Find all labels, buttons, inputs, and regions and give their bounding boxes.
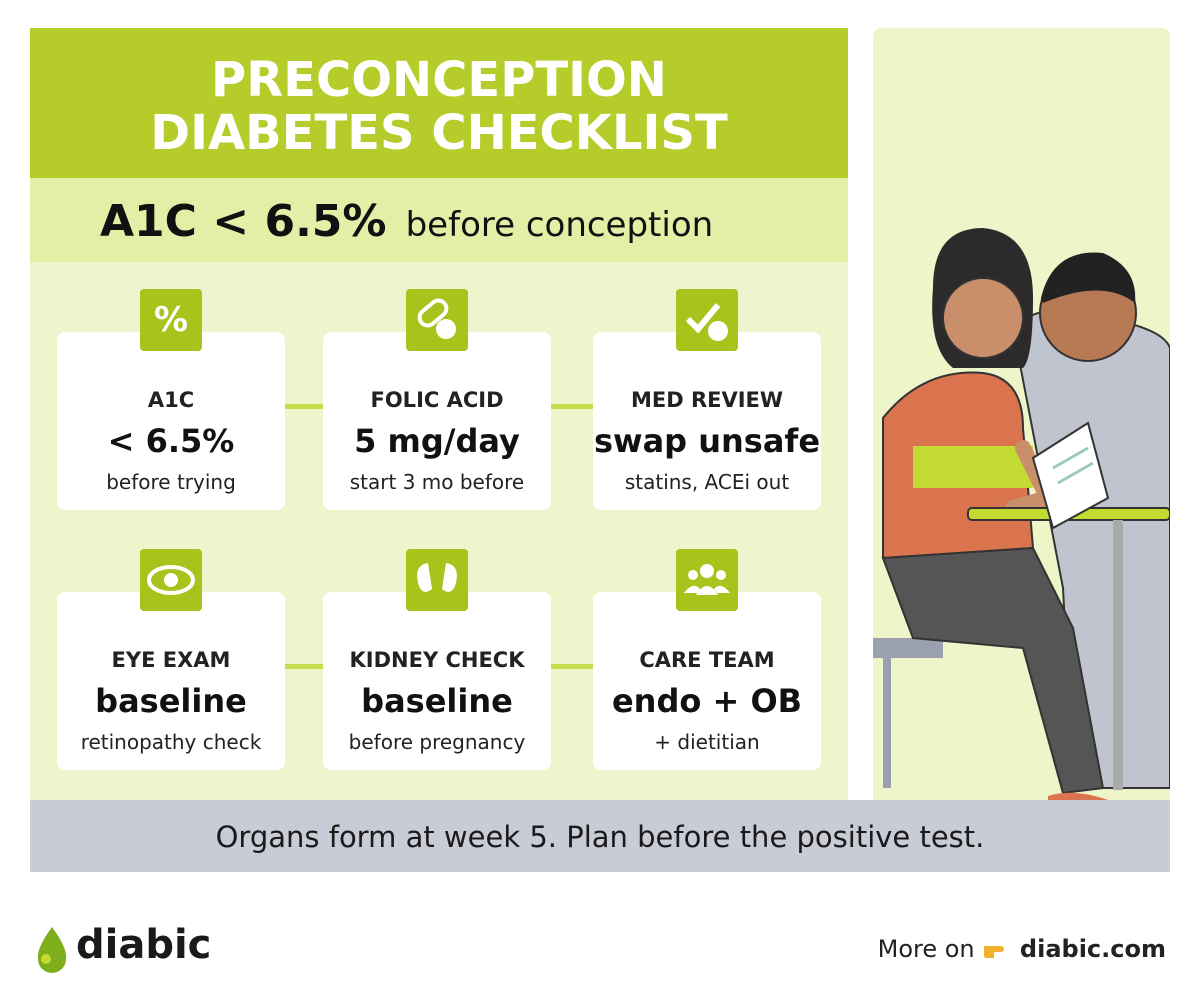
more-label: More on (877, 935, 975, 963)
checklist-card: KIDNEY CHECK baseline before pregnancy (323, 592, 551, 770)
card-icon: % (140, 289, 202, 351)
card-note: start 3 mo before (349, 470, 525, 494)
title-band (30, 28, 848, 178)
connector (285, 664, 323, 669)
card-icon (406, 289, 468, 351)
svg-text:%: % (154, 300, 188, 340)
card-icon (140, 549, 202, 611)
card-value: baseline (95, 682, 247, 720)
banner: Organs form at week 5. Plan before the p… (215, 820, 985, 854)
checklist-card: A1C < 6.5% before trying (57, 332, 285, 510)
more-row: More on diabic.com (878, 935, 1166, 963)
brand-logo (37, 927, 67, 973)
card-note: statins, ACEi out (624, 470, 790, 494)
card-note: + dietitian (654, 730, 760, 754)
banner-band (30, 800, 1170, 872)
icon-glyph: % (154, 300, 188, 340)
card-value: baseline (361, 682, 513, 720)
icon-glyph (684, 564, 730, 595)
checklist-card: MED REVIEW swap unsafe statins, ACEi out (593, 332, 821, 510)
icon-glyph (417, 563, 457, 592)
card-label: A1C (147, 388, 195, 412)
illustration (873, 228, 1170, 810)
right-panel (873, 28, 1170, 818)
card-label: MED REVIEW (630, 388, 784, 412)
checklist-card: FOLIC ACID 5 mg/day start 3 mo before (323, 332, 551, 510)
target-row: A1C < 6.5% before conception (100, 196, 713, 247)
card-icon (676, 549, 738, 611)
connector (551, 404, 593, 409)
card-label: EYE EXAM (111, 648, 231, 672)
card-value: swap unsafe (593, 422, 821, 460)
card-note: retinopathy check (80, 730, 262, 754)
icon-glyph (147, 565, 195, 595)
checklist-card: CARE TEAM endo + OB + dietitian (593, 592, 821, 770)
connector (285, 404, 323, 409)
pointer-icon (984, 946, 1005, 958)
icon-glyph (685, 303, 728, 341)
card-value: < 6.5% (107, 422, 235, 460)
card-label: CARE TEAM (639, 648, 775, 672)
title-line: PRECONCEPTION (211, 52, 667, 108)
target: A1C < 6.5% (100, 196, 387, 247)
card-note: before pregnancy (348, 730, 526, 754)
title-line: DIABETES CHECKLIST (150, 105, 728, 161)
connector (551, 664, 593, 669)
card-label: KIDNEY CHECK (349, 648, 525, 672)
card-label: FOLIC ACID (370, 388, 504, 412)
card-icon (676, 289, 738, 351)
checklist-card: EYE EXAM baseline retinopathy check (57, 592, 285, 770)
target-note: before conception (405, 205, 714, 245)
site: diabic.com (1019, 935, 1166, 963)
icon-glyph (417, 298, 456, 339)
card-note: before trying (106, 470, 236, 494)
target-band (30, 178, 848, 262)
brand: diabic (76, 922, 212, 968)
card-value: endo + OB (611, 682, 803, 720)
card-value: 5 mg/day (354, 422, 520, 460)
card-icon (406, 549, 468, 611)
